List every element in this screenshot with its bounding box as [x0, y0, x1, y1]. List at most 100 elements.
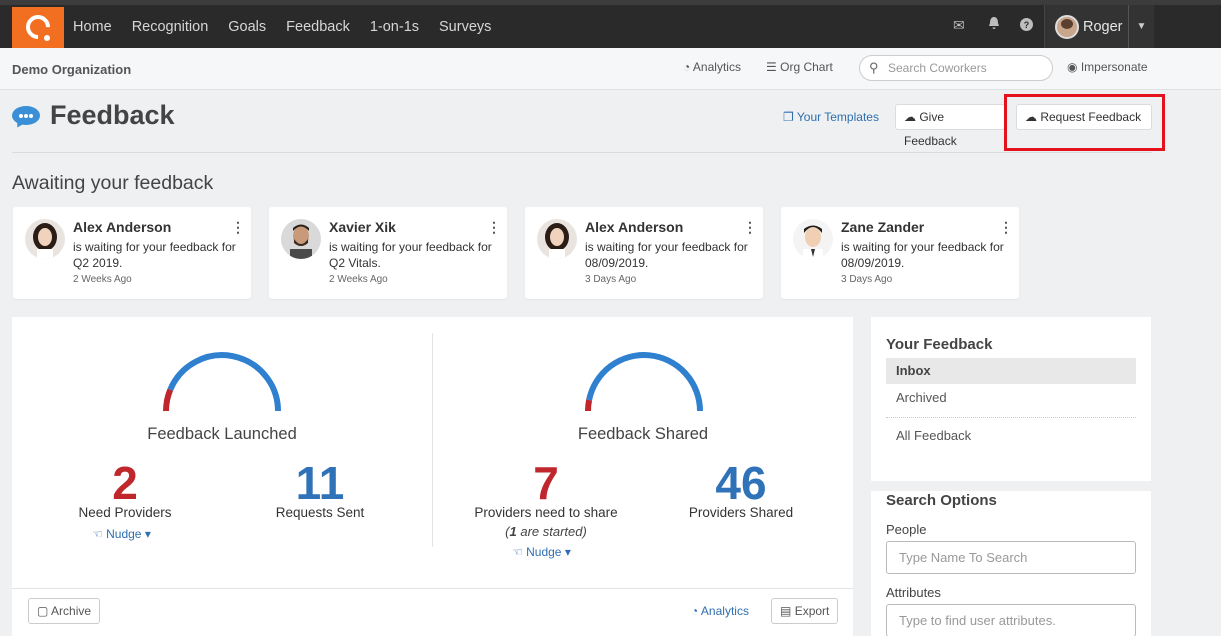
- sitemap-icon: ☰: [766, 60, 777, 74]
- search-coworkers-input[interactable]: ⚲ Search Coworkers: [859, 55, 1053, 81]
- org-subbar: Demo Organization ◔ Analytics ☰ Org Char…: [0, 48, 1221, 90]
- card-message: is waiting for your feedback for 08/09/2…: [585, 240, 748, 270]
- card-name[interactable]: Xavier Xik: [329, 219, 396, 235]
- nudge-providers-button[interactable]: ☜ Nudge ▾: [92, 527, 151, 541]
- avatar: [793, 219, 833, 259]
- nudge-label: Nudge: [526, 545, 562, 559]
- org-chart-link-label: Org Chart: [780, 60, 833, 74]
- incognito-icon: ◉: [1067, 60, 1078, 74]
- started-text: are started): [516, 524, 587, 539]
- nav-recognition[interactable]: Recognition: [131, 18, 209, 35]
- shared-title: Feedback Shared: [577, 425, 709, 443]
- page-title: Feedback: [50, 100, 175, 130]
- nudge-share-button[interactable]: ☜ Nudge ▾: [512, 545, 571, 559]
- main-nav: Home Recognition Goals Feedback 1-on-1s …: [73, 5, 511, 48]
- header-divider: [12, 152, 1152, 153]
- avatar: [25, 219, 65, 259]
- more-options-icon[interactable]: ⋮: [999, 219, 1013, 235]
- caret-down-icon: ▾: [144, 527, 151, 541]
- avatar: [281, 219, 321, 259]
- avatar: [537, 219, 577, 259]
- card-name[interactable]: Zane Zander: [841, 219, 925, 235]
- search-icon: ⚲: [869, 60, 879, 75]
- nav-goals[interactable]: Goals: [228, 18, 267, 35]
- request-feedback-button[interactable]: ☁ Request Feedback: [1016, 104, 1152, 130]
- feedback-stats-panel: Feedback Launched 2 Need Providers ☜ Nud…: [12, 317, 853, 636]
- nav-feedback[interactable]: Feedback: [286, 18, 350, 35]
- more-options-icon[interactable]: ⋮: [487, 219, 501, 235]
- sidebar-gap: [871, 481, 1151, 491]
- svg-text:?: ?: [1024, 20, 1030, 30]
- search-options-title: Search Options: [886, 492, 997, 509]
- nav-surveys[interactable]: Surveys: [439, 18, 492, 35]
- awaiting-card[interactable]: Zane Zander ⋮ is waiting for your feedba…: [781, 207, 1019, 299]
- awaiting-card[interactable]: Xavier Xik ⋮ is waiting for your feedbac…: [269, 207, 507, 299]
- card-name[interactable]: Alex Anderson: [585, 219, 684, 235]
- impersonate-label: Impersonate: [1080, 60, 1148, 74]
- providers-need-share-count: 7: [533, 457, 559, 509]
- user-menu[interactable]: Roger: [1044, 5, 1128, 48]
- app-logo[interactable]: [12, 7, 64, 48]
- archive-icon: ▢: [37, 604, 49, 618]
- analytics-link-label: Analytics: [692, 60, 741, 74]
- export-button[interactable]: ▤ Export: [771, 598, 839, 624]
- awaiting-card[interactable]: Alex Anderson ⋮ is waiting for your feed…: [525, 207, 763, 299]
- stats-analytics-link[interactable]: ◔ Analytics: [691, 604, 749, 618]
- user-dropdown-caret-icon[interactable]: ▼: [1128, 5, 1154, 48]
- sidebar-item-all-feedback[interactable]: All Feedback: [896, 428, 972, 443]
- your-templates-label: Your Templates: [796, 110, 879, 124]
- pie-chart-icon: ◔: [691, 604, 699, 618]
- copy-icon: ❐: [783, 110, 794, 124]
- request-feedback-highlight: [1004, 94, 1165, 151]
- card-time: 2 Weeks Ago: [329, 274, 388, 285]
- sidebar-item-inbox[interactable]: Inbox: [886, 358, 1136, 384]
- stats-divider: [432, 333, 433, 547]
- hand-point-icon: ☜: [512, 545, 523, 559]
- more-options-icon[interactable]: ⋮: [231, 219, 245, 235]
- launched-gauge: [163, 352, 281, 412]
- impersonate-link[interactable]: ◉ Impersonate: [1067, 60, 1148, 74]
- nav-one-on-ones[interactable]: 1-on-1s: [369, 18, 420, 35]
- card-message: is waiting for your feedback for 08/09/2…: [841, 240, 1004, 270]
- speech-bubble-icon: [12, 104, 42, 130]
- card-name[interactable]: Alex Anderson: [73, 219, 172, 235]
- requests-sent-count: 11: [295, 457, 345, 509]
- nudge-label: Nudge: [106, 527, 142, 541]
- card-message: is waiting for your feedback for Q2 2019…: [73, 240, 236, 270]
- awaiting-card[interactable]: Alex Anderson ⋮ is waiting for your feed…: [13, 207, 251, 299]
- people-search-input[interactable]: Type Name To Search: [886, 541, 1136, 574]
- stats-footer-divider: [12, 588, 853, 589]
- sidebar-item-archived[interactable]: Archived: [896, 390, 947, 405]
- providers-need-share-label: Providers need to share: [474, 505, 618, 520]
- give-feedback-label: Give Feedback: [904, 110, 957, 148]
- bell-icon[interactable]: [988, 17, 1000, 33]
- started-count: 1: [509, 524, 517, 539]
- user-name: Roger: [1083, 18, 1123, 35]
- mail-icon[interactable]: ✉: [953, 17, 965, 33]
- archive-label: Archive: [51, 604, 92, 618]
- request-feedback-label: Request Feedback: [1040, 110, 1142, 124]
- card-time: 2 Weeks Ago: [73, 274, 132, 285]
- analytics-link[interactable]: ◔ Analytics: [683, 60, 741, 74]
- need-providers-label: Need Providers: [78, 505, 172, 520]
- give-feedback-button[interactable]: ☁ Give Feedback: [895, 104, 1005, 148]
- more-options-icon[interactable]: ⋮: [743, 219, 757, 235]
- providers-shared-count: 46: [715, 457, 767, 509]
- file-export-icon: ▤: [780, 604, 792, 618]
- launched-title: Feedback Launched: [147, 425, 297, 443]
- help-icon[interactable]: ?: [1020, 18, 1033, 34]
- hand-point-icon: ☜: [92, 527, 103, 541]
- nav-home[interactable]: Home: [73, 18, 112, 35]
- requests-sent-label: Requests Sent: [275, 505, 365, 520]
- page-header: Feedback: [12, 100, 175, 131]
- people-label: People: [886, 522, 927, 537]
- org-chart-link[interactable]: ☰ Org Chart: [766, 60, 833, 74]
- attributes-search-input[interactable]: Type to find user attributes.: [886, 604, 1136, 636]
- attributes-label: Attributes: [886, 585, 941, 600]
- pie-chart-icon: ◔: [683, 60, 691, 74]
- cloud-upload-icon: ☁: [904, 110, 916, 124]
- archive-button[interactable]: ▢ Archive: [28, 598, 101, 624]
- started-note: (1 are started): [505, 524, 587, 539]
- sidebar-separator: [886, 417, 1136, 418]
- your-templates-button[interactable]: ❐ Your Templates: [783, 110, 879, 124]
